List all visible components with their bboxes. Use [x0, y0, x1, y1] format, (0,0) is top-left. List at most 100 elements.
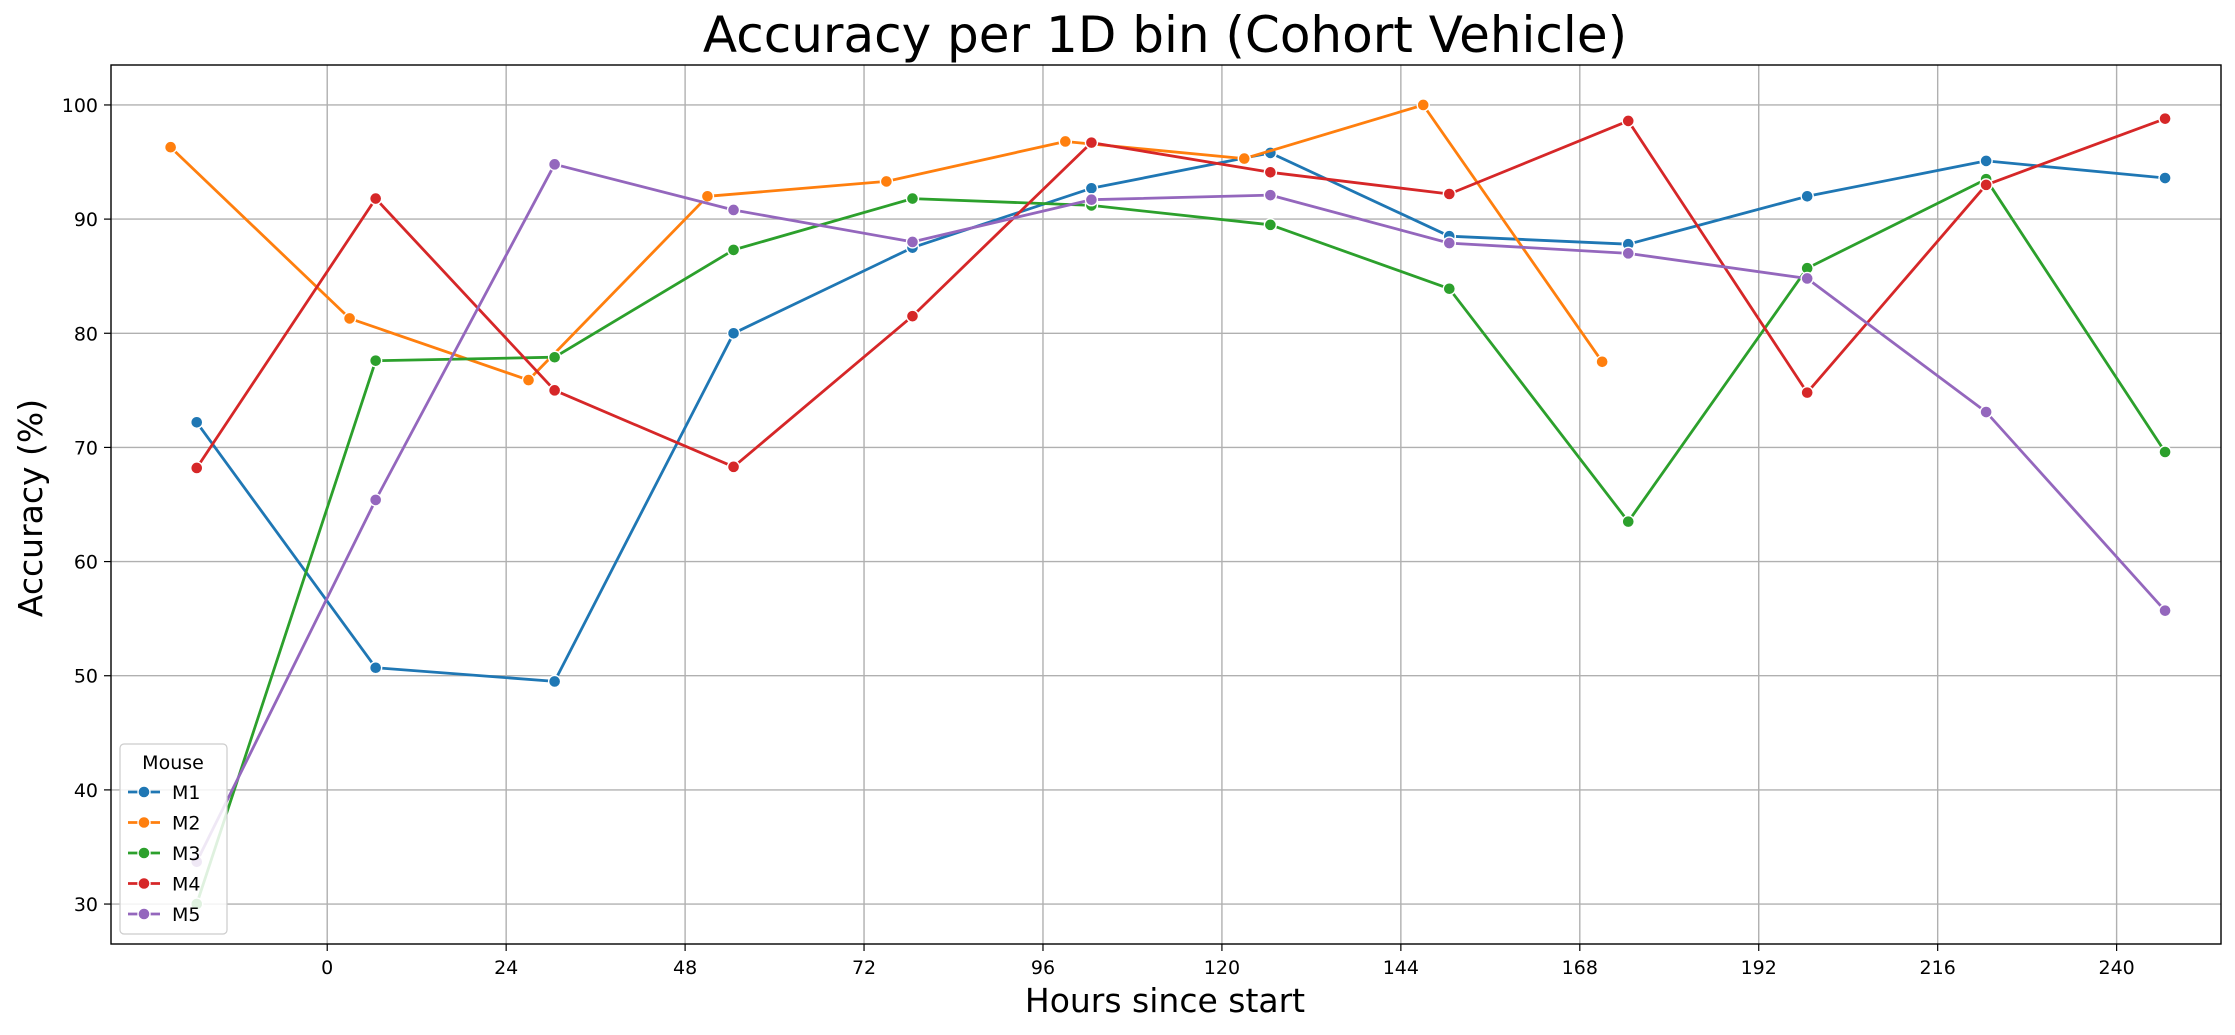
y-tick-label: 100: [62, 95, 98, 117]
series-line: [195, 162, 2167, 863]
chart-title: Accuracy per 1D bin (Cohort Vehicle): [703, 6, 1627, 64]
series-m2: [163, 98, 1609, 387]
data-point: [368, 493, 383, 507]
legend-title: Mouse: [142, 752, 204, 774]
data-point: [1979, 154, 1993, 168]
data-point: [1621, 114, 1635, 128]
legend-label: M3: [172, 843, 200, 865]
y-tick-label: 80: [74, 323, 98, 345]
x-tick-label: 144: [1383, 957, 1419, 979]
data-point: [905, 235, 920, 249]
legend-marker: [137, 907, 151, 921]
data-point: [368, 191, 383, 206]
data-point: [547, 157, 562, 172]
legend-marker: [137, 846, 151, 860]
data-point: [1442, 187, 1457, 201]
data-point: [726, 203, 741, 217]
data-point: [1263, 218, 1278, 232]
data-point: [1084, 193, 1099, 207]
data-point: [1595, 355, 1609, 369]
legend-marker: [137, 815, 151, 830]
data-point: [879, 174, 894, 189]
data-point: [1800, 271, 1814, 286]
data-point: [547, 350, 562, 364]
y-tick-label: 40: [74, 780, 98, 802]
data-point: [2158, 445, 2172, 459]
data-point: [342, 311, 357, 326]
data-point: [1800, 189, 1814, 203]
legend-item: M3: [128, 843, 200, 865]
y-tick-label: 50: [74, 666, 98, 688]
legend: Mouse M1 M2 M3 M4 M5: [119, 743, 228, 935]
x-tick-label: 216: [1920, 957, 1956, 979]
x-tick-label: 168: [1562, 957, 1598, 979]
data-point: [2158, 603, 2172, 618]
x-tick-label: 24: [494, 957, 518, 979]
data-point: [700, 189, 715, 203]
data-point: [368, 661, 383, 675]
data-point: [726, 460, 741, 474]
data-point: [905, 191, 920, 206]
data-point: [1621, 514, 1635, 529]
data-point: [2158, 171, 2172, 185]
data-point: [905, 309, 920, 323]
data-point: [1084, 181, 1099, 195]
series-line: [195, 177, 2167, 905]
legend-item: M4: [128, 874, 200, 896]
series-m4: [190, 111, 2172, 475]
y-tick-label: 90: [74, 209, 98, 231]
series-line: [195, 151, 2166, 683]
data-point: [2158, 111, 2172, 126]
x-tick-label: 48: [673, 957, 697, 979]
data-point: [368, 353, 383, 368]
data-point: [1263, 188, 1278, 202]
series-m1: [190, 146, 2172, 689]
data-point: [163, 140, 178, 154]
data-point: [547, 674, 562, 689]
data-point: [1800, 385, 1814, 400]
data-point: [521, 373, 536, 387]
data-point: [1084, 135, 1099, 150]
data-point: [1442, 236, 1457, 250]
data-point: [1979, 178, 1993, 192]
data-point: [547, 383, 562, 398]
data-point: [1979, 405, 1993, 419]
series-m5: [190, 157, 2172, 869]
x-axis-label: Hours since start: [1025, 981, 1305, 1020]
data-point: [1442, 282, 1457, 296]
data-point: [1621, 246, 1635, 261]
x-tick-label: 192: [1741, 957, 1777, 979]
data-point: [1263, 165, 1278, 180]
legend-marker: [137, 876, 151, 891]
legend-item: M1: [128, 782, 200, 804]
data-point: [1416, 98, 1430, 112]
data-point: [190, 415, 204, 430]
x-tick-label: 0: [321, 957, 333, 979]
legend-label: M1: [172, 782, 200, 804]
data-point: [1237, 151, 1251, 166]
legend-items: M1 M2 M3 M4 M5: [128, 782, 200, 926]
x-tick-label: 120: [1204, 957, 1240, 979]
data-point: [726, 326, 741, 340]
y-tick-label: 30: [74, 894, 98, 916]
legend-item: M2: [128, 813, 200, 835]
legend-label: M5: [172, 904, 200, 926]
plot-frame: [110, 64, 2222, 945]
y-tick-label: 60: [74, 552, 98, 574]
data-point: [726, 243, 741, 257]
x-tick-label: 240: [2098, 957, 2134, 979]
series-m3: [190, 172, 2172, 911]
x-axis: 0 24 48 72 96 120 144 168 192 216 240: [321, 944, 2135, 979]
data-point: [1058, 134, 1073, 149]
x-tick-label: 96: [1031, 957, 1055, 979]
y-axis: 30 40 50 60 70 80 90 100: [62, 95, 111, 916]
grid: [111, 65, 2221, 944]
legend-item: M5: [128, 904, 200, 926]
series-line: [195, 117, 2166, 469]
legend-label: M2: [172, 813, 200, 835]
x-tick-label: 72: [852, 957, 876, 979]
y-axis-label: Accuracy (%): [11, 399, 50, 617]
series-layer: [163, 98, 2172, 911]
data-point: [190, 461, 204, 475]
